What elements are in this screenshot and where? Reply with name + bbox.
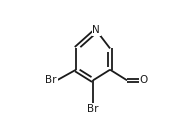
Text: N: N [92,25,100,35]
Text: Br: Br [45,75,57,85]
Text: Br: Br [87,104,99,114]
Text: O: O [140,75,148,85]
